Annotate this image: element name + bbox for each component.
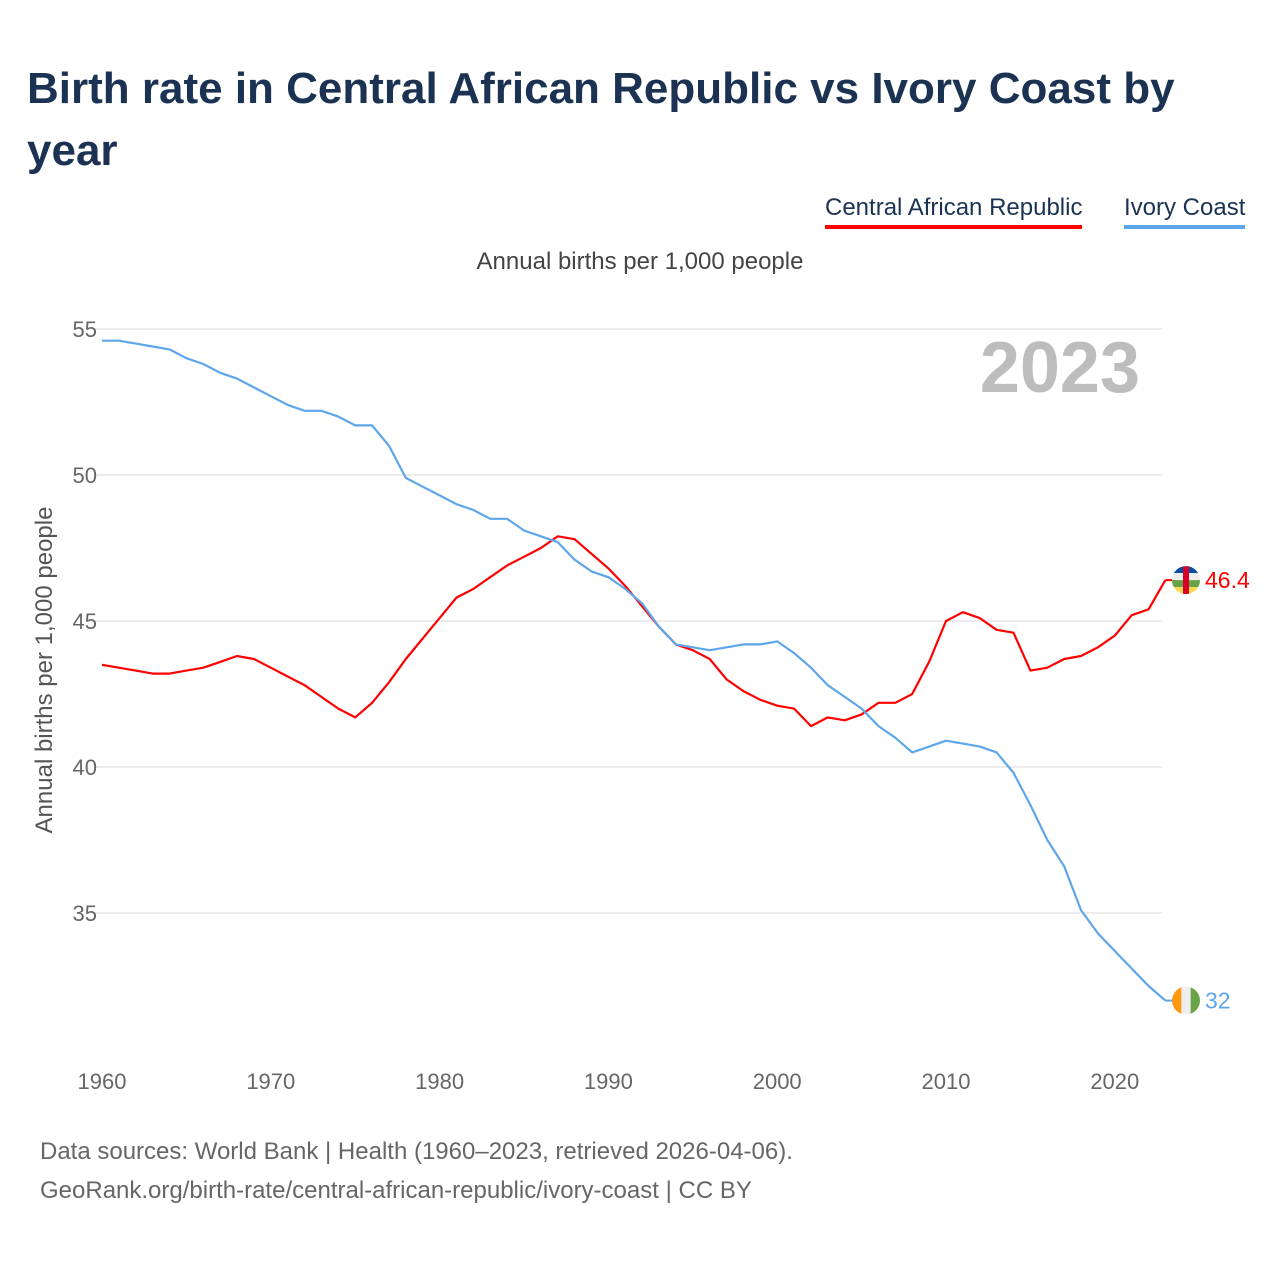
year-label: 2023 <box>980 328 1140 408</box>
footer-sources: Data sources: World Bank | Health (1960–… <box>40 1138 793 1165</box>
end-value-label: 32 <box>1205 988 1231 1014</box>
x-tick-label: 2020 <box>1090 1069 1139 1094</box>
y-tick-label: 35 <box>73 901 97 926</box>
chart-title: Birth rate in Central African Republic v… <box>27 64 1175 175</box>
flag-central-african-republic-icon <box>1172 566 1200 595</box>
y-axis-label: Annual births per 1,000 people <box>31 507 58 834</box>
series-line-central-african-republic[interactable] <box>101 535 1167 728</box>
series-line-ivory-coast[interactable] <box>102 339 1167 1002</box>
x-tick-label: 1960 <box>78 1069 127 1094</box>
x-tick-label: 1990 <box>584 1069 633 1094</box>
x-tick-label: 1980 <box>415 1069 464 1094</box>
x-tick-label: 1970 <box>246 1069 295 1094</box>
y-tick-label: 45 <box>73 609 97 634</box>
x-tick-label: 2000 <box>753 1069 802 1094</box>
y-tick-label: 40 <box>73 755 97 780</box>
legend-item-central-african-republic[interactable]: Central African Republic <box>825 194 1083 229</box>
legend-item-ivory-coast[interactable]: Ivory Coast <box>1124 194 1246 229</box>
y-tick-label: 50 <box>73 463 97 488</box>
end-value-label: 46.4 <box>1205 567 1250 593</box>
x-tick-label: 2010 <box>922 1069 971 1094</box>
chart-subtitle: Annual births per 1,000 people <box>476 248 804 275</box>
flag-ivory-coast-icon <box>1172 986 1200 1015</box>
footer-url: GeoRank.org/birth-rate/central-african-r… <box>40 1177 752 1204</box>
y-tick-label: 55 <box>73 317 97 342</box>
